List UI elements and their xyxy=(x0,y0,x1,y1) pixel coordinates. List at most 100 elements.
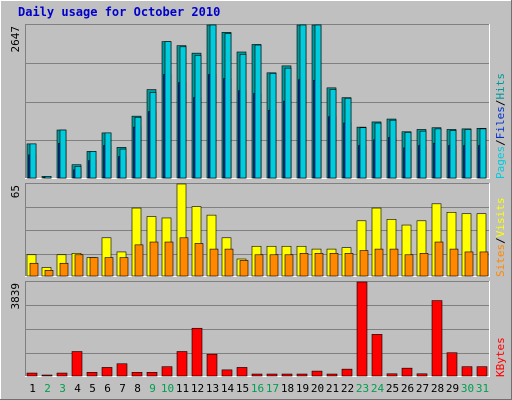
day-label-15: 15 xyxy=(236,382,249,395)
day-label-11: 11 xyxy=(176,382,189,395)
chart-panels: 2647Pages/Files/Hits65Sites/Visits3839KB… xyxy=(9,24,507,395)
bar-sites-16 xyxy=(254,254,264,277)
bar-pages-8 xyxy=(134,117,142,179)
bar-pages-29 xyxy=(449,130,457,179)
bar-sites-31 xyxy=(479,251,489,277)
day-label-17: 17 xyxy=(266,382,279,395)
day-label-19: 19 xyxy=(296,382,309,395)
bar-kbytes-29 xyxy=(446,352,458,377)
legend-separator: / xyxy=(494,237,507,244)
bar-pages-14 xyxy=(224,33,232,179)
bar-kbytes-21 xyxy=(326,373,338,377)
bar-kbytes-8 xyxy=(131,372,143,377)
bar-kbytes-25 xyxy=(386,373,398,377)
bar-sites-8 xyxy=(134,244,144,277)
day-label-9: 9 xyxy=(149,382,156,395)
day-label-20: 20 xyxy=(311,382,324,395)
panel-hits-files-pages: 2647 Pages/Files/Hits xyxy=(9,24,507,179)
bar-kbytes-24 xyxy=(371,334,383,377)
day-label-25: 25 xyxy=(386,382,399,395)
bar-sites-12 xyxy=(194,243,204,277)
bar-kbytes-19 xyxy=(296,373,308,377)
day-label-21: 21 xyxy=(326,382,339,395)
bar-sites-9 xyxy=(149,241,159,277)
bar-kbytes-2 xyxy=(41,374,53,377)
legend-hits-files-pages: Pages/Files/Hits xyxy=(494,73,507,179)
bar-pages-23 xyxy=(359,127,367,179)
bar-kbytes-13 xyxy=(206,353,218,377)
bar-pages-31 xyxy=(479,128,487,179)
y-max-label: 3839 xyxy=(9,283,22,310)
bar-kbytes-4 xyxy=(71,351,83,377)
bar-sites-21 xyxy=(329,253,339,277)
day-label-27: 27 xyxy=(416,382,429,395)
day-label-7: 7 xyxy=(119,382,126,395)
bar-kbytes-17 xyxy=(266,373,278,377)
bar-pages-30 xyxy=(464,129,472,179)
y-max-label: 2647 xyxy=(9,26,22,53)
bar-sites-7 xyxy=(119,257,129,277)
day-label-5: 5 xyxy=(89,382,96,395)
bar-sites-23 xyxy=(359,250,369,277)
bar-sites-19 xyxy=(299,253,309,277)
legend-separator: / xyxy=(494,100,507,107)
bar-sites-30 xyxy=(464,251,474,277)
bar-sites-27 xyxy=(419,253,429,277)
legend-kbytes: KBytes xyxy=(494,337,507,377)
bar-kbytes-31 xyxy=(476,366,488,377)
day-label-30: 30 xyxy=(461,382,474,395)
bar-kbytes-16 xyxy=(251,373,263,377)
bar-kbytes-30 xyxy=(461,366,473,377)
bar-kbytes-26 xyxy=(401,367,413,377)
bar-pages-2 xyxy=(44,176,52,179)
legend-kbytes: KBytes xyxy=(494,337,507,377)
bar-kbytes-11 xyxy=(176,351,188,377)
bar-kbytes-23 xyxy=(356,281,368,377)
bar-sites-26 xyxy=(404,254,414,277)
day-label-18: 18 xyxy=(281,382,294,395)
bar-sites-18 xyxy=(284,254,294,277)
bar-pages-9 xyxy=(149,92,157,179)
bar-pages-22 xyxy=(344,97,352,179)
legend-separator: / xyxy=(494,139,507,146)
bar-kbytes-15 xyxy=(236,367,248,377)
bar-sites-6 xyxy=(104,257,114,277)
legend-sites: Sites xyxy=(494,244,507,277)
bar-sites-11 xyxy=(179,237,189,277)
bar-pages-10 xyxy=(164,41,172,179)
day-label-31: 31 xyxy=(476,382,489,395)
bar-pages-15 xyxy=(239,54,247,179)
bar-pages-28 xyxy=(434,128,442,179)
bar-kbytes-10 xyxy=(161,366,173,377)
bar-pages-26 xyxy=(404,132,412,179)
day-label-29: 29 xyxy=(446,382,459,395)
bar-kbytes-14 xyxy=(221,369,233,377)
day-label-16: 16 xyxy=(251,382,264,395)
day-label-24: 24 xyxy=(371,382,385,395)
bar-pages-13 xyxy=(209,24,217,179)
bar-sites-25 xyxy=(389,248,399,277)
bar-sites-22 xyxy=(344,253,354,277)
bar-pages-5 xyxy=(89,151,97,179)
bar-sites-14 xyxy=(224,248,234,277)
bar-kbytes-6 xyxy=(101,367,113,377)
bar-sites-2 xyxy=(44,270,54,277)
bar-kbytes-1 xyxy=(26,372,38,377)
bar-pages-7 xyxy=(119,148,127,179)
bar-sites-28 xyxy=(434,241,444,277)
bar-pages-17 xyxy=(269,73,277,179)
day-label-26: 26 xyxy=(401,382,414,395)
bar-pages-24 xyxy=(374,122,382,179)
bar-sites-15 xyxy=(239,260,249,277)
y-max-label: 65 xyxy=(9,185,22,198)
legend-hits: Hits xyxy=(494,73,507,100)
bar-kbytes-28 xyxy=(431,300,443,377)
bar-sites-4 xyxy=(74,254,84,277)
legend-pages: Pages xyxy=(494,146,507,179)
bar-sites-29 xyxy=(449,248,459,277)
panel-kbytes: 3839 KBytes xyxy=(9,281,507,377)
bar-kbytes-12 xyxy=(191,327,203,377)
bar-sites-3 xyxy=(59,262,69,277)
bar-pages-12 xyxy=(194,55,202,179)
